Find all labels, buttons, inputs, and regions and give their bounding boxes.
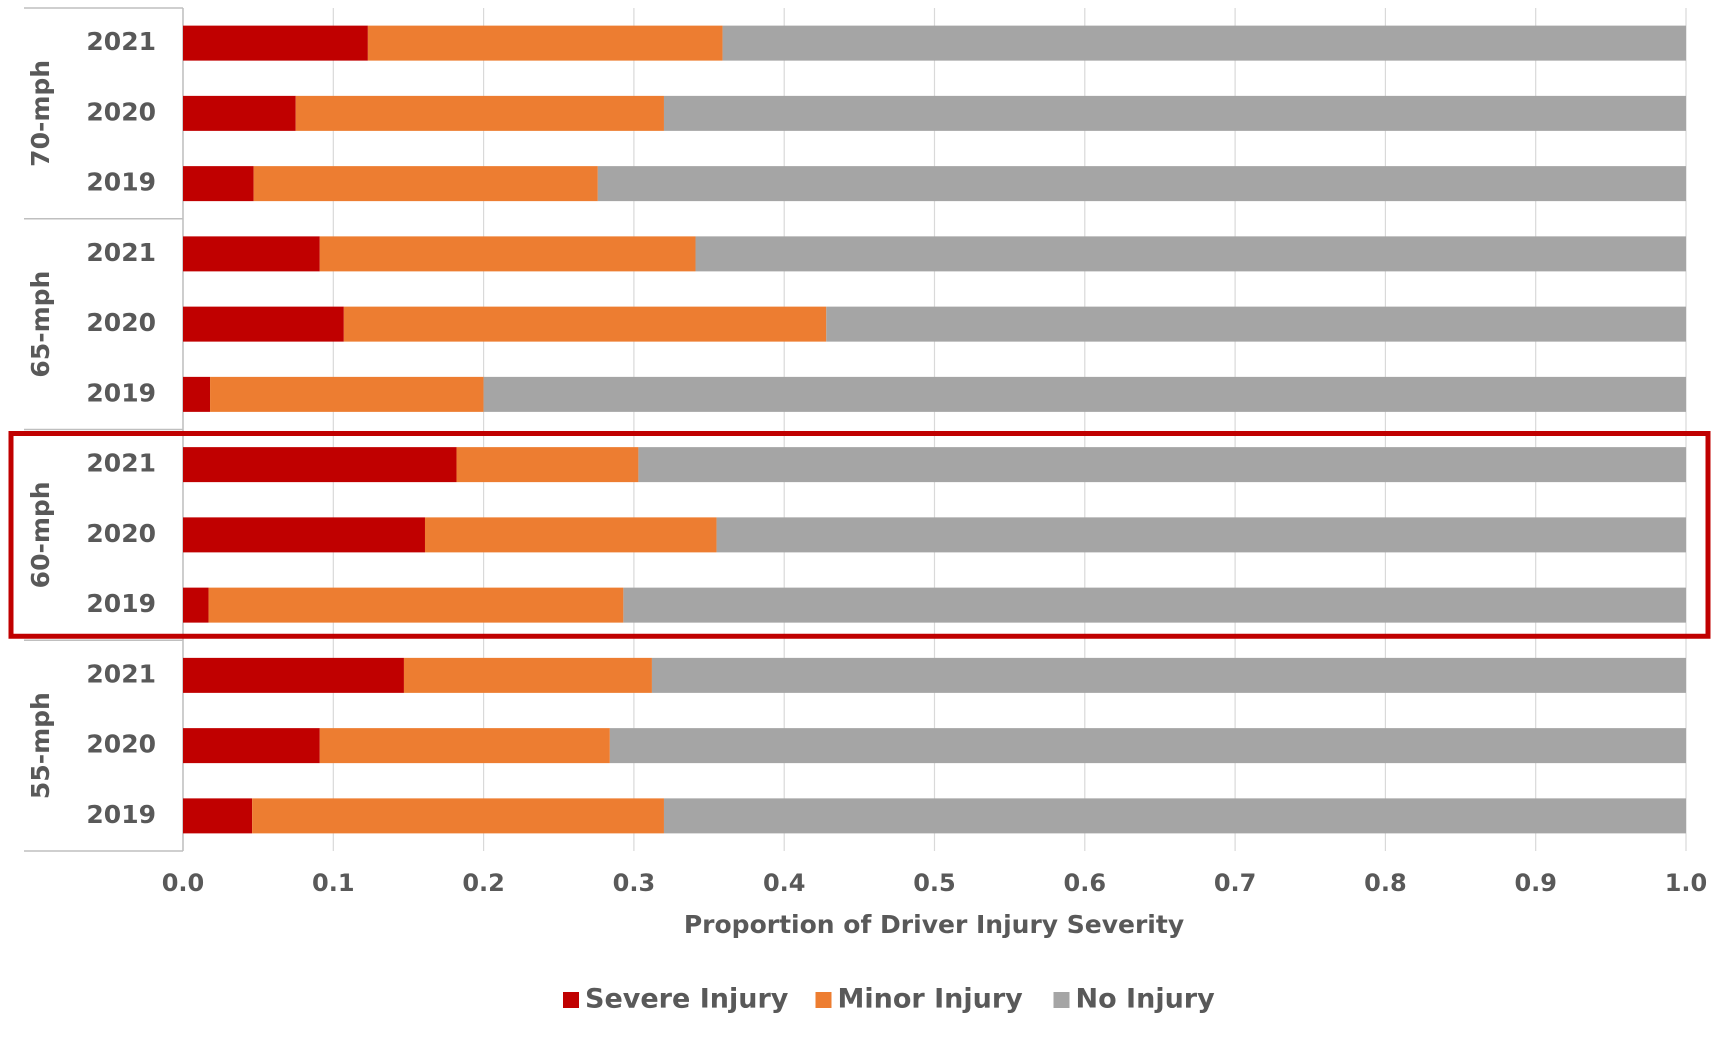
x-tick-label: 0.2 bbox=[462, 869, 505, 897]
bar-segment bbox=[210, 376, 484, 412]
bar-segment bbox=[424, 517, 717, 553]
bar-segment bbox=[663, 95, 1686, 131]
x-tick-label: 0.8 bbox=[1364, 869, 1407, 897]
y-tick-label: 2019 bbox=[86, 378, 156, 407]
bar-segment bbox=[208, 587, 624, 623]
bar-segment bbox=[183, 517, 425, 553]
bar-segment bbox=[826, 306, 1686, 342]
x-tick-label: 0.7 bbox=[1214, 869, 1257, 897]
bar-segment bbox=[295, 95, 664, 131]
legend-label: Minor Injury bbox=[838, 984, 1024, 1015]
legend-label: Severe Injury bbox=[585, 984, 789, 1015]
y-tick-label: 2019 bbox=[86, 800, 156, 829]
bar-segment bbox=[183, 728, 320, 764]
group-label: 65-mph bbox=[26, 271, 55, 378]
bar-segment bbox=[252, 798, 664, 834]
bar-segment bbox=[456, 447, 639, 483]
bar-segment bbox=[183, 25, 368, 61]
bar-segment bbox=[651, 657, 1686, 693]
y-tick-label: 2020 bbox=[86, 97, 156, 126]
y-tick-label: 2021 bbox=[86, 449, 156, 478]
bar-segment bbox=[183, 236, 320, 272]
y-tick-label: 2021 bbox=[86, 238, 156, 267]
y-tick-label: 2019 bbox=[86, 168, 156, 197]
bar-segment bbox=[183, 95, 296, 131]
bar-segment bbox=[183, 447, 457, 483]
legend-swatch bbox=[1053, 992, 1070, 1008]
bar-segment bbox=[623, 587, 1686, 623]
group-label: 55-mph bbox=[26, 692, 55, 799]
legend-swatch bbox=[815, 992, 832, 1008]
x-tick-label: 0.5 bbox=[913, 869, 956, 897]
x-tick-label: 0.0 bbox=[162, 869, 205, 897]
bar-segment bbox=[183, 376, 211, 412]
y-tick-label: 2020 bbox=[86, 308, 156, 337]
legend-swatch bbox=[563, 992, 579, 1008]
bar-segment bbox=[695, 236, 1686, 272]
bar-segment bbox=[183, 587, 209, 623]
bar-segment bbox=[722, 25, 1686, 61]
bar-segment bbox=[716, 517, 1686, 553]
group-label: 70-mph bbox=[26, 60, 55, 167]
bar-segment bbox=[343, 306, 827, 342]
bar-segment bbox=[367, 25, 723, 61]
bar-segment bbox=[319, 236, 696, 272]
y-tick-label: 2019 bbox=[86, 589, 156, 618]
x-tick-label: 1.0 bbox=[1665, 869, 1708, 897]
bar-segment bbox=[663, 798, 1686, 834]
x-tick-label: 0.1 bbox=[312, 869, 355, 897]
bar-segment bbox=[638, 447, 1687, 483]
x-axis-label: Proportion of Driver Injury Severity bbox=[684, 910, 1184, 939]
bar-segment bbox=[319, 728, 610, 764]
bar-segment bbox=[403, 657, 652, 693]
x-tick-label: 0.3 bbox=[613, 869, 656, 897]
bar-segment bbox=[183, 166, 254, 202]
bar-segment bbox=[483, 376, 1687, 412]
bar-segment bbox=[183, 306, 344, 342]
y-tick-label: 2021 bbox=[86, 659, 156, 688]
y-tick-label: 2021 bbox=[86, 27, 156, 56]
highlight-box bbox=[8, 431, 1711, 639]
x-tick-label: 0.4 bbox=[763, 869, 806, 897]
bar-segment bbox=[253, 166, 598, 202]
y-tick-label: 2020 bbox=[86, 519, 156, 548]
bar-segment bbox=[183, 798, 253, 834]
bar-segment bbox=[183, 657, 404, 693]
x-tick-label: 0.6 bbox=[1064, 869, 1107, 897]
y-tick-label: 2020 bbox=[86, 730, 156, 759]
legend-label: No Injury bbox=[1076, 984, 1216, 1015]
x-tick-label: 0.9 bbox=[1514, 869, 1557, 897]
bar-segment bbox=[609, 728, 1686, 764]
group-label: 60-mph bbox=[26, 481, 55, 588]
bar-segment bbox=[597, 166, 1686, 202]
